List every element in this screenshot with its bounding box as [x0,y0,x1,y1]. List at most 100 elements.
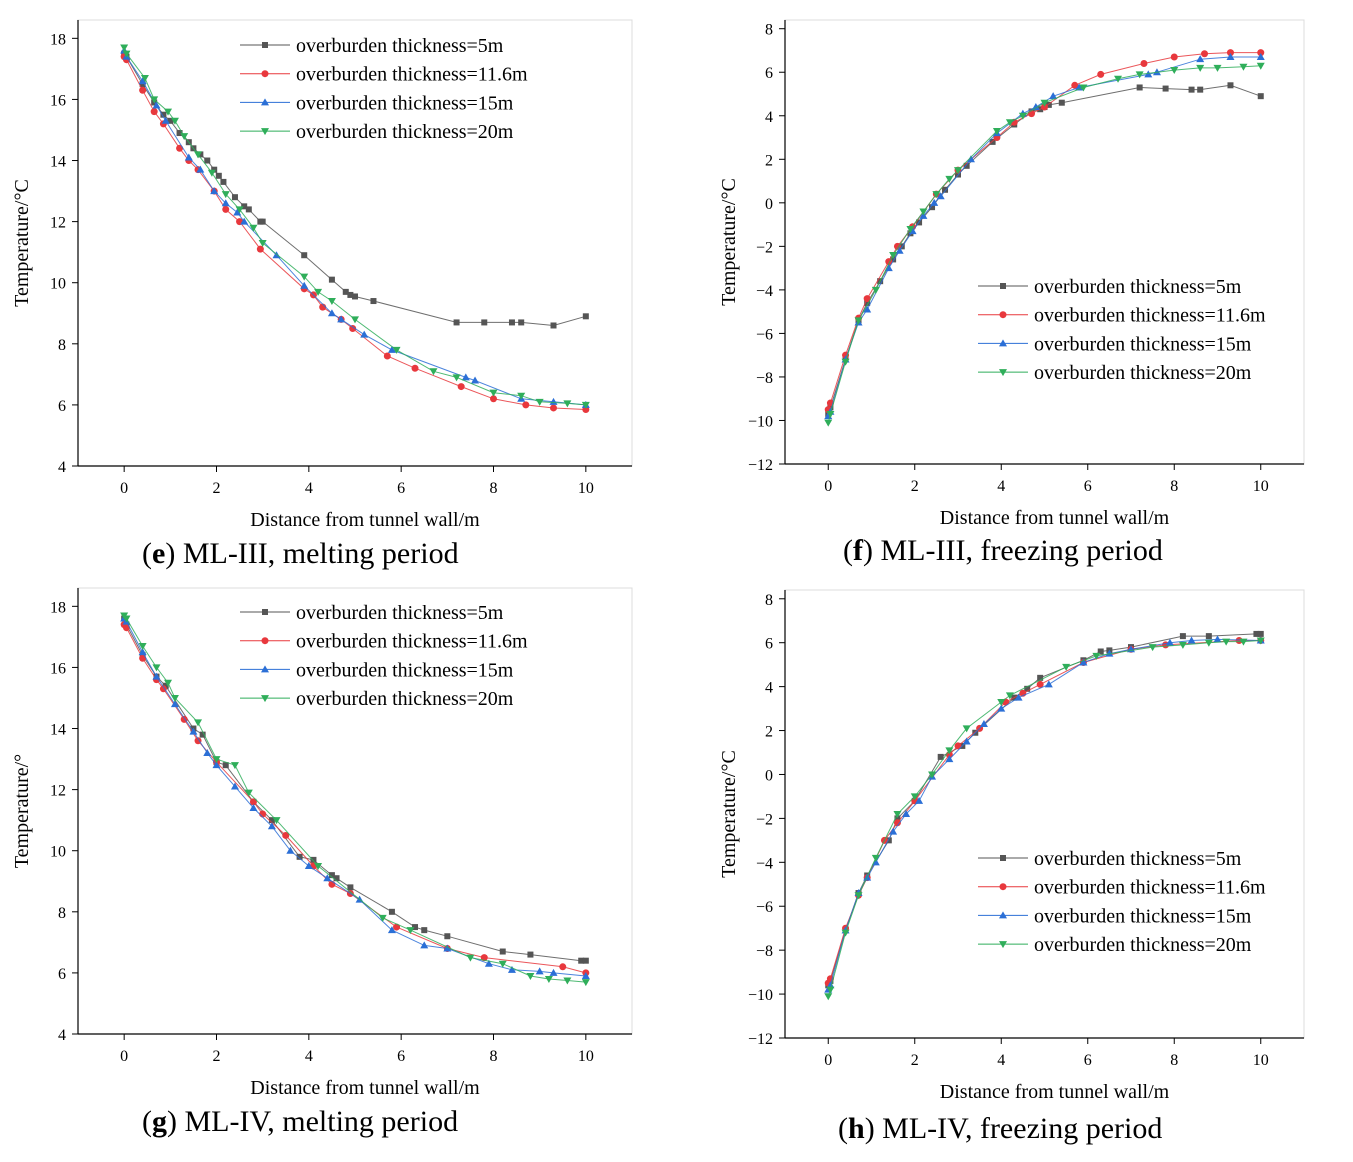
data-point [328,880,336,888]
series-line [827,640,1261,997]
data-point [170,700,179,708]
data-point [387,345,396,353]
y-tick-label: 0 [765,767,773,784]
data-point [1140,60,1148,68]
x-tick-label: 4 [997,1052,1005,1069]
y-tick-label: −2 [756,811,773,828]
data-point [841,358,850,366]
data-point [499,948,506,955]
data-point [240,217,249,225]
data-point [863,295,871,303]
x-tick-label: 2 [213,480,221,497]
data-point [323,874,332,882]
x-tick-label: 10 [1253,478,1269,495]
data-point [170,117,179,125]
caption-letter: g [152,1105,167,1138]
y-tick-label: 8 [58,337,66,354]
data-point [1253,630,1260,637]
data-point [945,175,954,183]
data-point [304,861,313,869]
data-point [139,81,146,88]
data-point [824,419,833,427]
data-point [241,203,248,210]
data-point [235,206,244,214]
data-point [300,281,309,289]
data-point [997,704,1006,712]
y-tick-label: 2 [765,152,773,169]
data-point [1196,64,1205,72]
x-tick-label: 10 [1253,1052,1269,1069]
series-line [827,633,1261,986]
legend-marker [262,42,268,48]
data-point [249,224,258,232]
data-point [286,846,295,854]
data-point [871,854,880,862]
x-axis-label: Distance from tunnel wall/m [940,507,1170,529]
data-point [207,169,216,177]
data-point [894,815,901,822]
data-point [347,884,354,891]
data-point [578,957,585,964]
y-tick-label: −8 [756,943,773,960]
x-tick-label: 10 [578,1048,594,1065]
data-point [902,810,911,817]
data-point [420,941,429,949]
data-point [256,245,264,253]
data-point [945,755,954,763]
caption-text: ) ML-IV, freezing period [864,1112,1163,1145]
caption-text: ) ML-IV, melting period [167,1105,459,1138]
y-tick-label: 10 [50,844,66,861]
data-point [138,77,147,85]
data-point [1045,101,1052,108]
caption-e: (e) ML-III, melting period [142,537,459,570]
data-point [258,240,267,247]
data-point [1162,85,1169,92]
data-point [176,144,184,152]
legend-marker [261,695,269,703]
data-point [392,346,401,354]
data-point [581,979,590,987]
data-point [421,927,428,934]
data-point [461,373,470,381]
data-point [301,252,308,259]
data-point [259,218,266,225]
x-tick-label: 6 [397,1048,405,1065]
series-line [827,56,1261,417]
legend-marker [261,128,269,136]
data-point [893,811,902,818]
caption-letter: e [152,537,166,570]
data-point [481,319,488,326]
data-point [895,246,904,254]
legend-marker [999,311,1007,319]
data-point [443,944,452,952]
data-point [826,981,835,989]
data-point [314,288,323,296]
data-point [210,187,219,195]
data-point [245,206,252,213]
data-point [863,305,872,313]
x-tick-label: 0 [120,1048,128,1065]
data-point [915,796,924,804]
data-point [1024,685,1031,692]
y-tick-label: 6 [765,65,773,82]
y-tick-label: 6 [58,966,66,983]
data-point [498,960,507,968]
data-point [979,719,988,727]
y-axis-label: Temperature/°C [718,750,740,878]
y-tick-label: 14 [50,722,66,739]
series-line [123,615,586,983]
legend: overburden thickness=5m overburden thickn… [978,276,1266,384]
data-point [378,914,387,922]
data-point [906,225,915,233]
data-point [282,831,290,839]
data-point [1136,84,1143,91]
data-point [272,817,281,825]
legend-label: overburden thickness=5m [1034,848,1242,870]
data-point [1256,53,1265,60]
data-point [884,264,893,272]
data-point [890,256,897,263]
legend-marker [999,339,1007,347]
data-point [314,862,323,870]
data-point [527,951,534,958]
